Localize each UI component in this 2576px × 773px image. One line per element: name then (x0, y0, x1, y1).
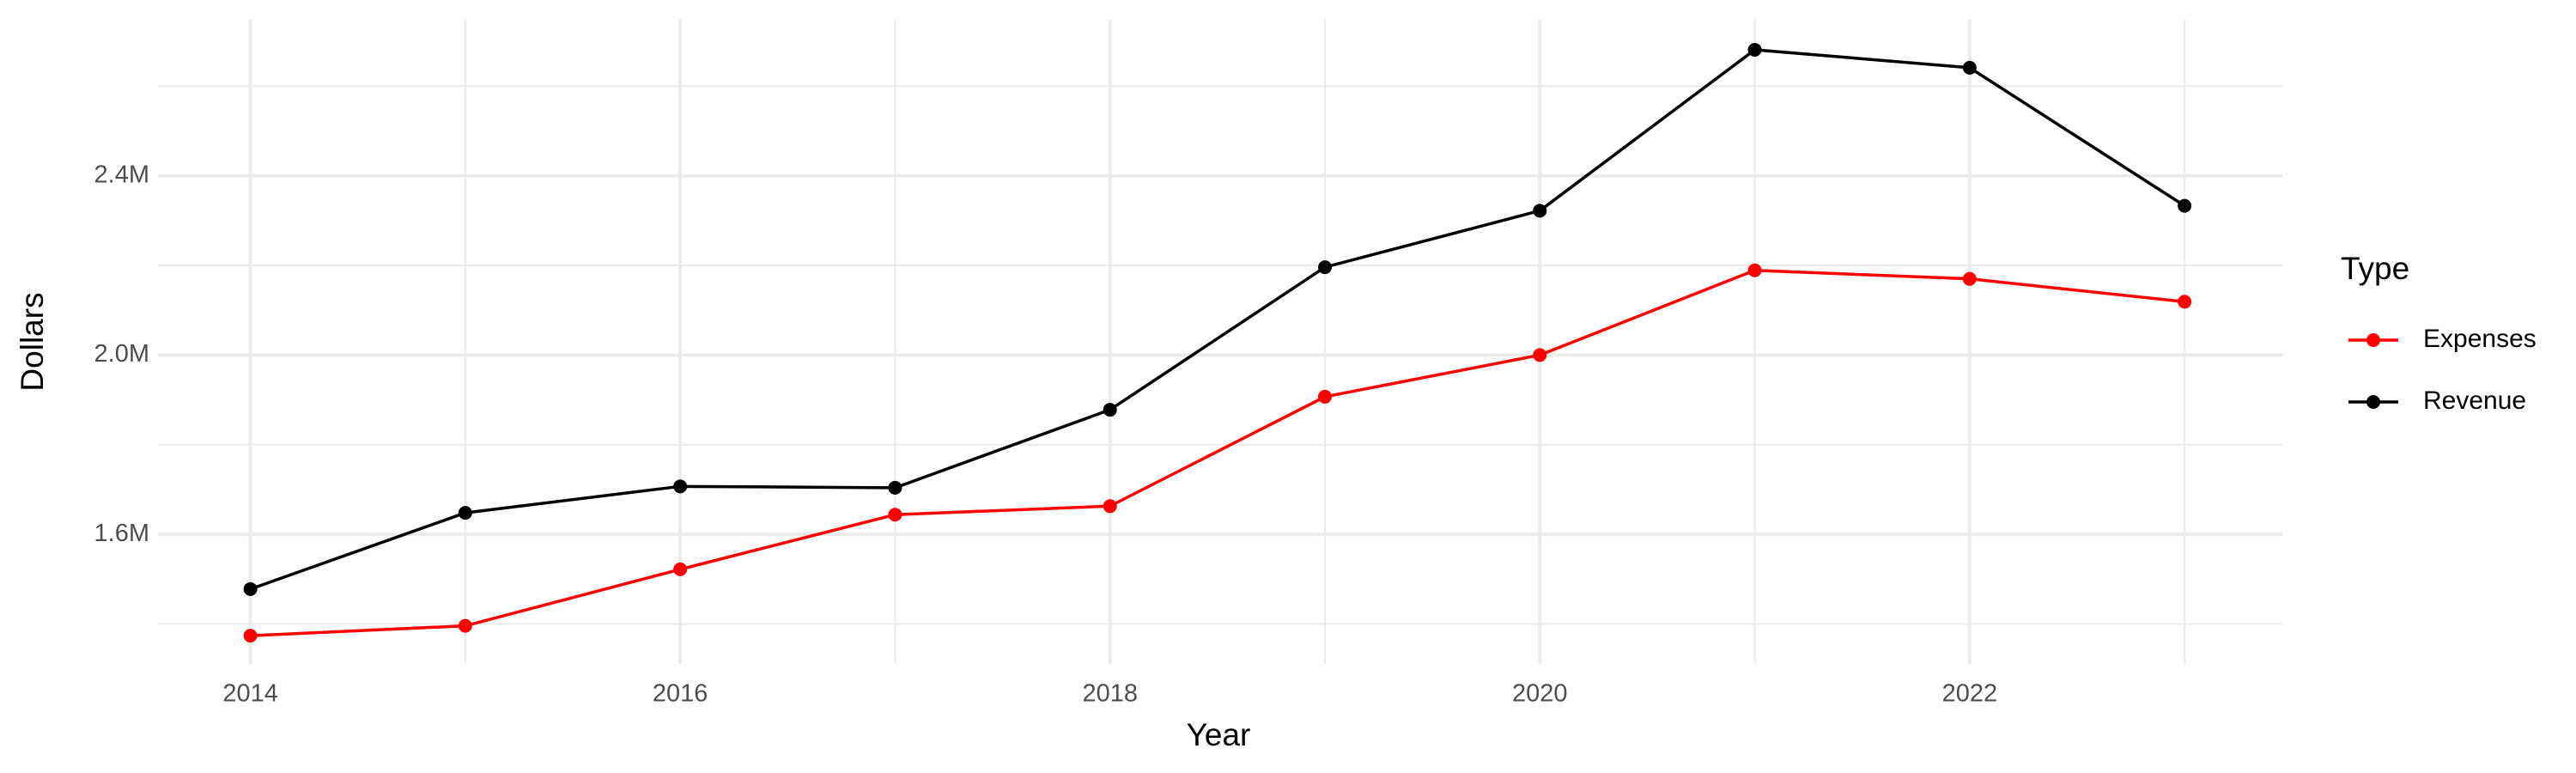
point (673, 562, 688, 576)
x-tick-label: 2022 (1942, 680, 1998, 708)
point (1962, 271, 1977, 286)
point (243, 581, 258, 596)
legend-title: Type (2341, 251, 2409, 286)
point (1103, 403, 1117, 417)
point (2178, 295, 2192, 309)
series-line (250, 268, 2185, 637)
point (458, 506, 472, 520)
point (673, 479, 688, 494)
point (1533, 348, 1547, 362)
point (1747, 42, 1762, 57)
y-tick-label: 1.6M (94, 520, 149, 547)
point (888, 480, 902, 495)
legend-label: Expenses (2423, 325, 2537, 353)
legend-label: Revenue (2423, 386, 2526, 415)
point (243, 629, 258, 643)
point (1103, 499, 1117, 514)
point (1962, 60, 1977, 75)
point (888, 508, 902, 522)
point (1533, 204, 1547, 218)
series-line (250, 48, 2186, 591)
y-axis-title: Dollars (15, 292, 50, 391)
point (1318, 260, 1333, 275)
x-tick-label: 2014 (222, 680, 278, 708)
x-tick-label: 2018 (1082, 680, 1138, 708)
point (2178, 198, 2192, 213)
point (458, 618, 472, 633)
legend-key-point (2366, 333, 2380, 347)
point (1747, 263, 1762, 277)
point (1318, 389, 1333, 404)
y-tick-label: 2.4M (94, 161, 149, 188)
legend-key-point (2366, 395, 2380, 409)
x-tick-label: 2020 (1512, 680, 1568, 708)
x-tick-label: 2016 (653, 680, 708, 708)
x-axis-title: Year (1187, 717, 1251, 752)
y-tick-label: 2.0M (94, 340, 149, 368)
